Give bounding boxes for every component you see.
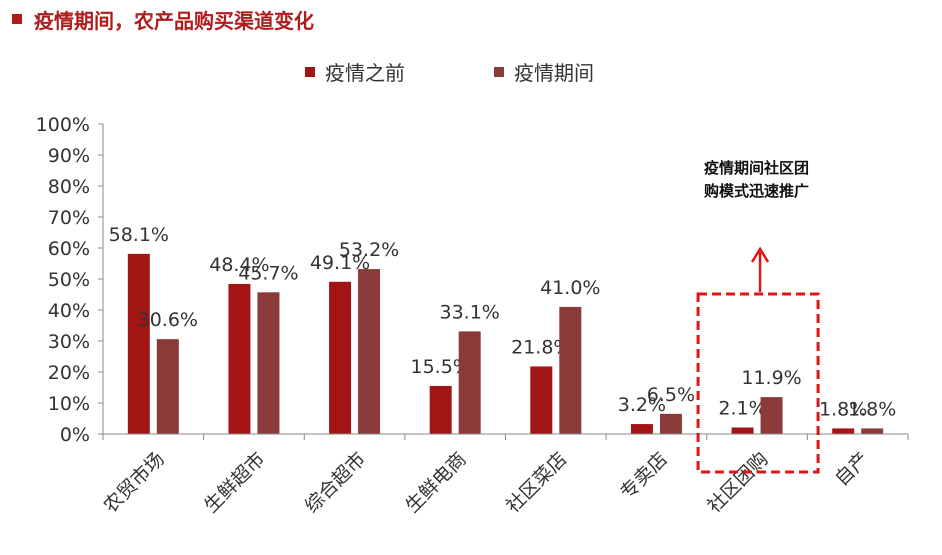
bars: 58.1% 30.6% 48.4%45.7% 49.1%53.2% 15.5% 33.1%… [109,224,896,434]
data-label: 30.6% [138,309,198,331]
bar-before [429,385,452,434]
bar-during [156,339,179,434]
x-category-label: 社区菜店 [502,448,571,517]
bar-during [559,306,582,434]
arrow-up-icon [750,246,770,263]
data-label: 6.5% [647,384,695,406]
y-tick-label: 70% [48,207,90,229]
bar-before [530,366,553,434]
y-tick-label: 100% [36,114,90,136]
y-tick-label: 50% [48,269,90,291]
data-label: 15.5% [411,356,471,378]
bar-before [127,253,150,434]
x-axis: 农贸市场 生鲜超市 综合超市 生鲜电商 社区菜店 专卖店 社区团购 自产 [100,433,909,517]
y-tick-label: 30% [48,331,90,353]
bar-during [659,413,682,434]
x-category-label: 专卖店 [616,448,672,504]
data-label: 11.9% [741,367,801,389]
data-label: 41.0% [540,277,600,299]
bar-before [731,427,754,434]
x-category-label: 自产 [831,448,873,490]
y-tick-label: 80% [48,176,90,198]
page-title: 疫情期间，农产品购买渠道变化 [34,8,314,33]
data-label: 21.8% [511,336,571,358]
bar-during [760,397,783,434]
x-category-label: 社区团购 [703,448,772,517]
y-tick-label: 20% [48,362,90,384]
data-label: 1.8% [848,398,896,420]
x-category-label: 生鲜超市 [200,448,269,517]
legend: 疫情之前 疫情期间 [305,61,594,85]
data-label: 2.1% [718,397,766,419]
data-label: 1.8% [819,398,867,420]
bar-during [458,331,481,434]
y-tick-label: 60% [48,238,90,260]
legend-label-2: 疫情期间 [514,61,594,85]
annotation-text: 购模式迅速推广 [704,182,809,200]
x-category-label: 生鲜电商 [401,448,470,517]
y-tick-label: 0% [60,424,90,446]
y-tick-label: 10% [48,393,90,415]
data-label: 49.1% [310,252,370,274]
highlight-box [696,292,820,474]
bar-before [630,424,653,434]
data-label: 33.1% [440,301,500,323]
x-category-label: 农贸市场 [100,448,169,517]
data-label: 3.2% [618,394,666,416]
legend-swatch-2 [494,67,504,77]
data-label: 58.1% [109,224,169,246]
annotation-text: 疫情期间社区团 [704,159,809,177]
bar-during [358,269,381,434]
x-category-label: 综合超市 [301,448,370,517]
bar-before [832,428,855,434]
title-row: 疫情期间，农产品购买渠道变化 [12,4,314,34]
y-tick-label: 40% [48,300,90,322]
bar-during [257,292,280,434]
y-axis: 0% 10% 20% 30% 40% 50% 60% 70% 80% 90% 100% [36,114,104,446]
data-label: 45.7% [238,262,298,284]
bar-before [329,281,352,434]
bar-before [228,283,251,434]
title-square-icon [12,14,22,24]
bar-during [861,428,884,434]
y-tick-label: 90% [48,145,90,167]
data-label: 53.2% [339,239,399,261]
legend-swatch-1 [305,67,315,77]
data-label: 48.4% [209,254,269,276]
legend-label-1: 疫情之前 [325,61,405,85]
